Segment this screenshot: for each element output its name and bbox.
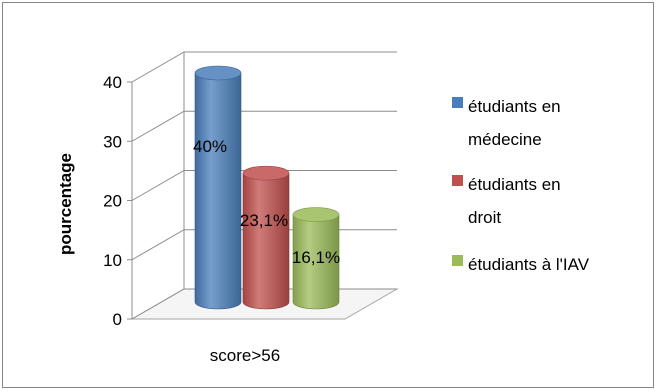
- data-label: 40%: [193, 137, 227, 156]
- bar-3: [292, 207, 340, 310]
- legend-label: droit: [468, 208, 501, 227]
- legend-swatch: [452, 97, 463, 108]
- legend-label: étudiants à l'IAV: [468, 255, 590, 274]
- y-tick-label: 10: [103, 251, 122, 270]
- legend-label: étudiants en: [468, 175, 561, 194]
- legend-swatch: [452, 175, 463, 186]
- legend-label: médecine: [468, 130, 542, 149]
- chart-frame: [2, 2, 654, 388]
- legend-swatch: [452, 255, 463, 266]
- data-label: 16,1%: [292, 248, 340, 267]
- y-axis-label: pourcentage: [56, 153, 75, 255]
- y-tick-label: 20: [103, 192, 122, 211]
- gridline: [131, 170, 397, 201]
- gridline: [131, 110, 397, 142]
- y-tick-label: 0: [113, 310, 122, 329]
- data-label: 23,1%: [240, 211, 288, 230]
- bar-2: [242, 165, 290, 310]
- category-label: score>56: [210, 346, 280, 365]
- bar-1: [194, 65, 242, 310]
- legend-item-1: étudiants en médecine: [452, 97, 561, 149]
- legend-label: étudiants en: [468, 97, 561, 116]
- legend-item-3: étudiants à l'IAV: [452, 255, 590, 274]
- y-tick-label: 30: [103, 132, 122, 151]
- legend-item-2: étudiants en droit: [452, 175, 561, 227]
- y-tick-label: 40: [103, 73, 122, 92]
- gridline: [131, 51, 397, 83]
